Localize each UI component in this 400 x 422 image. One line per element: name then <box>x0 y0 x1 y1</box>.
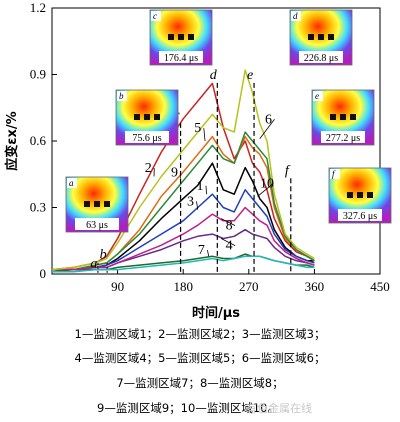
inset-time-b: 75.6 μs <box>132 133 161 144</box>
monitor-square <box>188 34 194 40</box>
series-line-9 <box>51 69 315 271</box>
inset-tag-e: e <box>315 91 319 101</box>
annotation-a: a <box>90 256 97 271</box>
inset-time-bg <box>75 218 119 230</box>
monitor-square <box>340 114 346 120</box>
curve-label-leader-7 <box>207 249 210 257</box>
legend-line-3: 7—监测区域7；8—监测区域8； <box>116 376 284 390</box>
series-line-6 <box>52 131 315 271</box>
inset-tag-bg <box>313 91 323 101</box>
curve-label-3: 3 <box>187 194 194 209</box>
curve-label-4: 4 <box>226 239 233 254</box>
inset-time-bg <box>125 131 169 143</box>
inset-d: d 226.8 μs <box>289 9 353 66</box>
inset-time-bg <box>299 51 343 63</box>
y-axis-title: 应变εx/% <box>4 111 20 170</box>
monitor-square <box>347 192 353 198</box>
monitor-square <box>318 34 324 40</box>
y-tick-label: 0.6 <box>30 133 47 148</box>
curve-label-leader-8 <box>220 218 236 227</box>
monitor-square <box>178 34 184 40</box>
series-line-10 <box>52 255 315 273</box>
inset-time-d: 226.8 μs <box>304 53 338 64</box>
inset-time-bg <box>159 51 203 63</box>
monitor-square <box>367 192 373 198</box>
x-axis-title: 时间/μs <box>192 305 240 321</box>
inset-tag-c: c <box>153 11 157 21</box>
inset-tag-bg <box>151 11 161 21</box>
inset-time-c: 176.4 μs <box>164 53 198 64</box>
monitor-square <box>104 201 110 207</box>
inset-c: c 176.4 μs <box>149 9 213 66</box>
x-tick-label: 90 <box>111 279 124 294</box>
curve-label-leader-1 <box>205 185 207 195</box>
x-tick-label: 360 <box>305 279 325 294</box>
annotation-f: f <box>285 163 291 178</box>
curve-label-5: 5 <box>194 121 201 136</box>
monitor-square <box>328 34 334 40</box>
inset-time-a: 63 μs <box>86 220 108 231</box>
y-tick-label: 1.2 <box>30 0 46 15</box>
inset-time-bg <box>338 209 382 221</box>
curve-label-leader-6 <box>259 119 275 140</box>
monitor-square <box>144 114 150 120</box>
inset-a: a 63 μs <box>65 176 129 233</box>
inset-tag-f: f <box>332 169 336 179</box>
annotation-b: b <box>100 247 107 262</box>
y-tick-label: 0.3 <box>30 200 46 215</box>
monitor-square <box>84 201 90 207</box>
inset-tag-b: b <box>119 91 124 101</box>
inset-b: b 75.6 μs <box>115 89 179 146</box>
annotation-d: d <box>210 68 218 83</box>
x-tick-label: 450 <box>370 279 390 294</box>
series-line-3 <box>52 189 315 271</box>
legend-line-2: 4—监测区域4；5—监测区域5；6—监测区域6； <box>74 351 326 365</box>
monitor-square <box>308 34 314 40</box>
watermark: 有色金属在线 <box>246 402 312 415</box>
monitor-square <box>330 114 336 120</box>
legend-line-1: 1—监测区域1；2—监测区域2；3—监测区域3； <box>74 327 326 341</box>
inset-time-e: 277.2 μs <box>326 133 360 144</box>
inset-tag-bg <box>330 169 340 179</box>
monitor-square <box>154 114 160 120</box>
inset-tag-a: a <box>69 178 74 188</box>
curve-label-1: 1 <box>196 179 203 194</box>
curve-label-2: 2 <box>145 161 152 176</box>
inset-tag-bg <box>291 11 301 21</box>
curve-label-leader-3 <box>196 201 199 210</box>
inset-f: f 327.6 μs <box>328 167 392 224</box>
legend-line-4: 9—监测区域9；10—监测区域10。 <box>97 401 279 415</box>
inset-tag-bg <box>67 178 77 188</box>
inset-time-bg <box>321 131 365 143</box>
inset-tag-bg <box>117 91 127 101</box>
curve-label-6: 6 <box>265 112 272 127</box>
curve-label-8: 8 <box>226 219 233 234</box>
monitor-square <box>134 114 140 120</box>
curve-label-7: 7 <box>198 243 205 258</box>
curve-label-10: 10 <box>260 177 274 192</box>
y-tick-label: 0.9 <box>30 67 46 82</box>
y-tick-label: 0 <box>40 266 47 281</box>
monitor-square <box>168 34 174 40</box>
series-line-8 <box>52 206 315 271</box>
x-tick-label: 270 <box>239 279 259 294</box>
monitor-square <box>94 201 100 207</box>
curve-label-leader-4 <box>220 238 236 246</box>
x-tick-label: 180 <box>173 279 193 294</box>
curve-label-leader-10 <box>257 183 274 197</box>
monitor-square <box>357 192 363 198</box>
curve-label-leader-5 <box>203 128 206 142</box>
inset-e: e 277.2 μs <box>311 89 375 146</box>
inset-time-f: 327.6 μs <box>343 211 377 222</box>
curve-label-9: 9 <box>171 165 178 180</box>
annotation-e: e <box>247 68 253 83</box>
inset-tag-d: d <box>293 11 298 21</box>
monitor-square <box>350 114 356 120</box>
